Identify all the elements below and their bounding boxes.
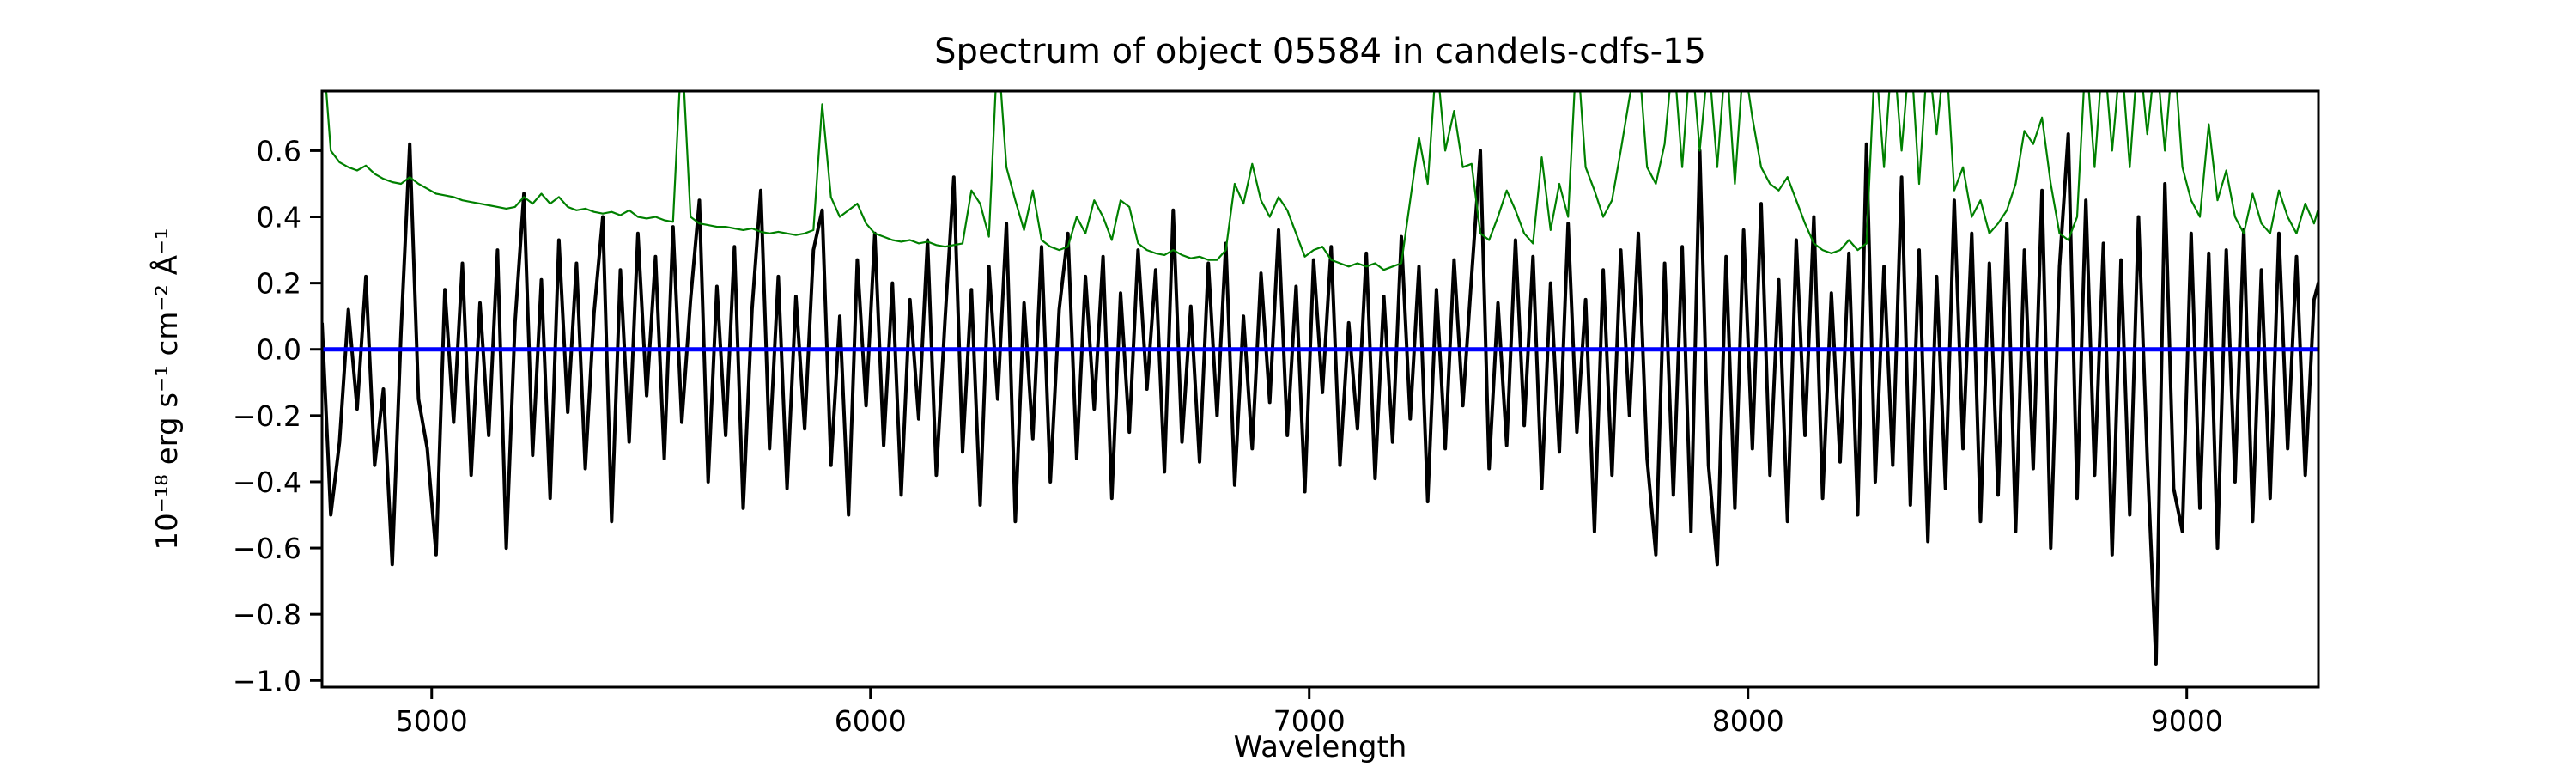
flux-spectrum-line [322,132,2318,666]
x-tick-label: 7000 [1273,704,1346,738]
x-tick-label: 9000 [2151,704,2223,738]
y-tick-label: 0.0 [257,333,301,367]
x-tick-label: 6000 [835,704,907,738]
y-tick-label: 0.4 [257,201,301,234]
y-tick-label: −0.2 [233,399,301,433]
x-axis-label: Wavelength [1233,730,1407,764]
chart-title: Spectrum of object 05584 in candels-cdfs… [934,32,1706,71]
y-tick-label: −0.4 [233,466,301,499]
x-tick-label: 8000 [1712,704,1784,738]
y-tick-label: −0.8 [233,598,301,631]
x-tick-label: 5000 [396,704,468,738]
y-tick-label: 0.6 [257,134,301,167]
y-tick-label: −1.0 [233,664,301,697]
axes-border [320,89,2320,689]
y-tick-label: −0.6 [233,532,301,565]
y-tick-label: 0.2 [257,267,301,301]
sky-noise-spectrum-line [325,91,2318,271]
